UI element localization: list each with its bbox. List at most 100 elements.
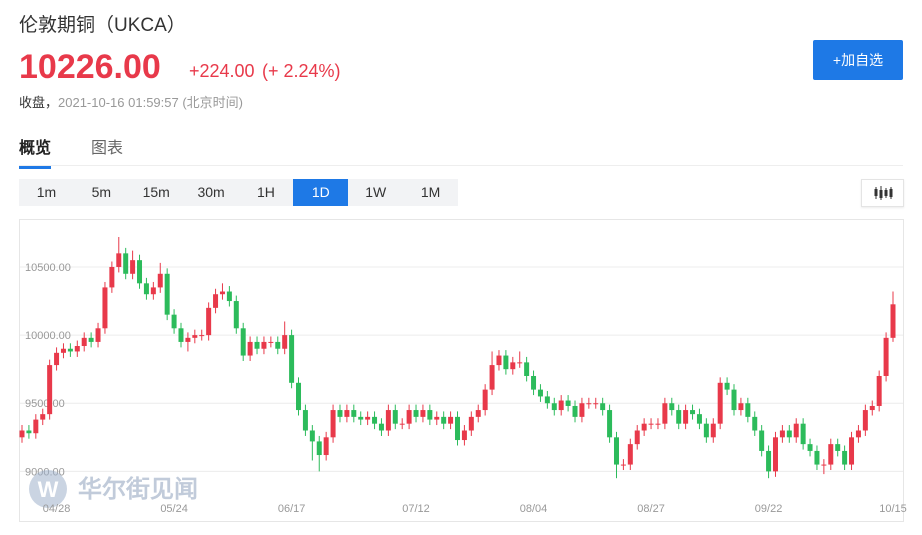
candle-body xyxy=(143,283,149,295)
candle-body xyxy=(26,430,32,434)
candle-body xyxy=(54,352,60,366)
candle-body xyxy=(192,335,198,338)
candle-body xyxy=(752,416,758,431)
price: 10226.00 xyxy=(19,48,161,86)
candle-body xyxy=(137,260,143,284)
candle-body xyxy=(123,253,129,274)
x-tick-label: 05/24 xyxy=(160,503,188,515)
y-tick-label: 9500.00 xyxy=(25,398,65,410)
period-button[interactable]: 30m xyxy=(197,184,225,200)
x-tick-label: 04/28 xyxy=(43,503,71,515)
candle-body xyxy=(365,416,371,420)
candle-body xyxy=(503,355,509,370)
candle-body xyxy=(565,400,571,406)
candle-body xyxy=(717,382,723,424)
candle-body xyxy=(337,410,343,417)
candle-body xyxy=(807,444,813,451)
candle-body xyxy=(814,450,820,465)
add-watchlist-button[interactable]: +加自选 xyxy=(813,40,903,80)
candle-body xyxy=(60,348,66,353)
candle-body xyxy=(164,273,170,315)
candle-body xyxy=(289,335,295,383)
chart-frame xyxy=(19,219,904,522)
candle-body xyxy=(869,405,875,411)
candle-body xyxy=(496,355,502,366)
candle-body xyxy=(537,389,543,397)
candle-body xyxy=(821,464,827,466)
candle-body xyxy=(890,304,896,338)
candle-body xyxy=(607,410,613,438)
period-bar: 1m 5m 15m 30m 1H 1D 1W 1M xyxy=(19,179,458,206)
candle-body xyxy=(627,444,633,465)
candle-body xyxy=(81,337,87,347)
period-button[interactable]: 15m xyxy=(142,184,170,200)
tab[interactable]: 图表 xyxy=(91,140,124,157)
candle-body xyxy=(102,287,108,329)
candle-body xyxy=(544,396,550,404)
candle-body xyxy=(392,410,398,424)
watermark-logo-letter: W xyxy=(38,477,59,502)
period-button[interactable]: 1M xyxy=(420,184,441,200)
icon xyxy=(874,186,893,200)
candle-body xyxy=(282,335,288,349)
candle-body xyxy=(745,403,751,417)
time: 2021-10-16 01:59:57 (北京时间) xyxy=(58,95,243,110)
period-button[interactable]: 1H xyxy=(256,184,275,200)
candle-body xyxy=(233,301,239,329)
candle-body xyxy=(475,410,481,417)
candle-body xyxy=(399,423,405,425)
period-button[interactable]: 1W xyxy=(365,184,387,200)
candle-body xyxy=(130,260,136,274)
candle-body xyxy=(157,273,163,288)
candle-body xyxy=(461,430,467,441)
tabs: 概览 图表 xyxy=(19,134,903,169)
candle-body xyxy=(662,403,668,424)
candle-body xyxy=(517,362,523,364)
meta: 收盘，2021-10-16 01:59:57 (北京时间) xyxy=(19,92,243,111)
tab[interactable]: 概览 xyxy=(19,134,52,169)
candle-body xyxy=(88,337,94,342)
candle-body xyxy=(309,430,315,442)
y-tick-label: 10500.00 xyxy=(25,262,71,274)
candle-body xyxy=(268,341,274,343)
candle-body xyxy=(620,464,626,466)
period-button[interactable]: 1m xyxy=(36,184,57,200)
chart-type-button[interactable] xyxy=(861,179,904,207)
x-tick-label: 06/17 xyxy=(278,503,306,515)
candle-body xyxy=(800,423,806,445)
candle-body xyxy=(378,423,384,431)
candle-body xyxy=(489,365,495,390)
candle-body xyxy=(33,419,39,434)
y-tick-label: 10000.00 xyxy=(25,330,71,342)
period-button[interactable]: 1D xyxy=(293,179,349,206)
candle-body xyxy=(724,382,730,390)
candle-body xyxy=(434,416,440,420)
change: +224.00 xyxy=(189,61,255,81)
candle-body xyxy=(703,423,709,438)
candle-body xyxy=(482,389,488,411)
candle-body xyxy=(178,328,184,342)
candle-body xyxy=(683,410,689,424)
candle-body xyxy=(261,341,267,349)
candle-body xyxy=(275,341,281,349)
candle-body xyxy=(344,410,350,417)
watermark: W 华尔街见闻 xyxy=(29,470,198,508)
candle-body xyxy=(738,403,744,411)
candle-body xyxy=(199,335,205,337)
candle-body xyxy=(351,410,357,417)
candle-body xyxy=(67,348,73,352)
period-button[interactable]: 5m xyxy=(91,184,112,200)
candle-body xyxy=(793,423,799,438)
candle-body xyxy=(109,266,115,288)
x-tick-label: 07/12 xyxy=(402,503,430,515)
candle-body xyxy=(206,307,212,336)
x-tick-label: 10/15 xyxy=(879,503,907,515)
candle-body xyxy=(247,341,253,356)
candle-body xyxy=(551,403,557,411)
candle-body xyxy=(372,416,378,424)
candle-body xyxy=(883,337,889,376)
candle-body xyxy=(510,362,516,370)
candle-body xyxy=(116,253,122,267)
candle-body xyxy=(406,410,412,424)
